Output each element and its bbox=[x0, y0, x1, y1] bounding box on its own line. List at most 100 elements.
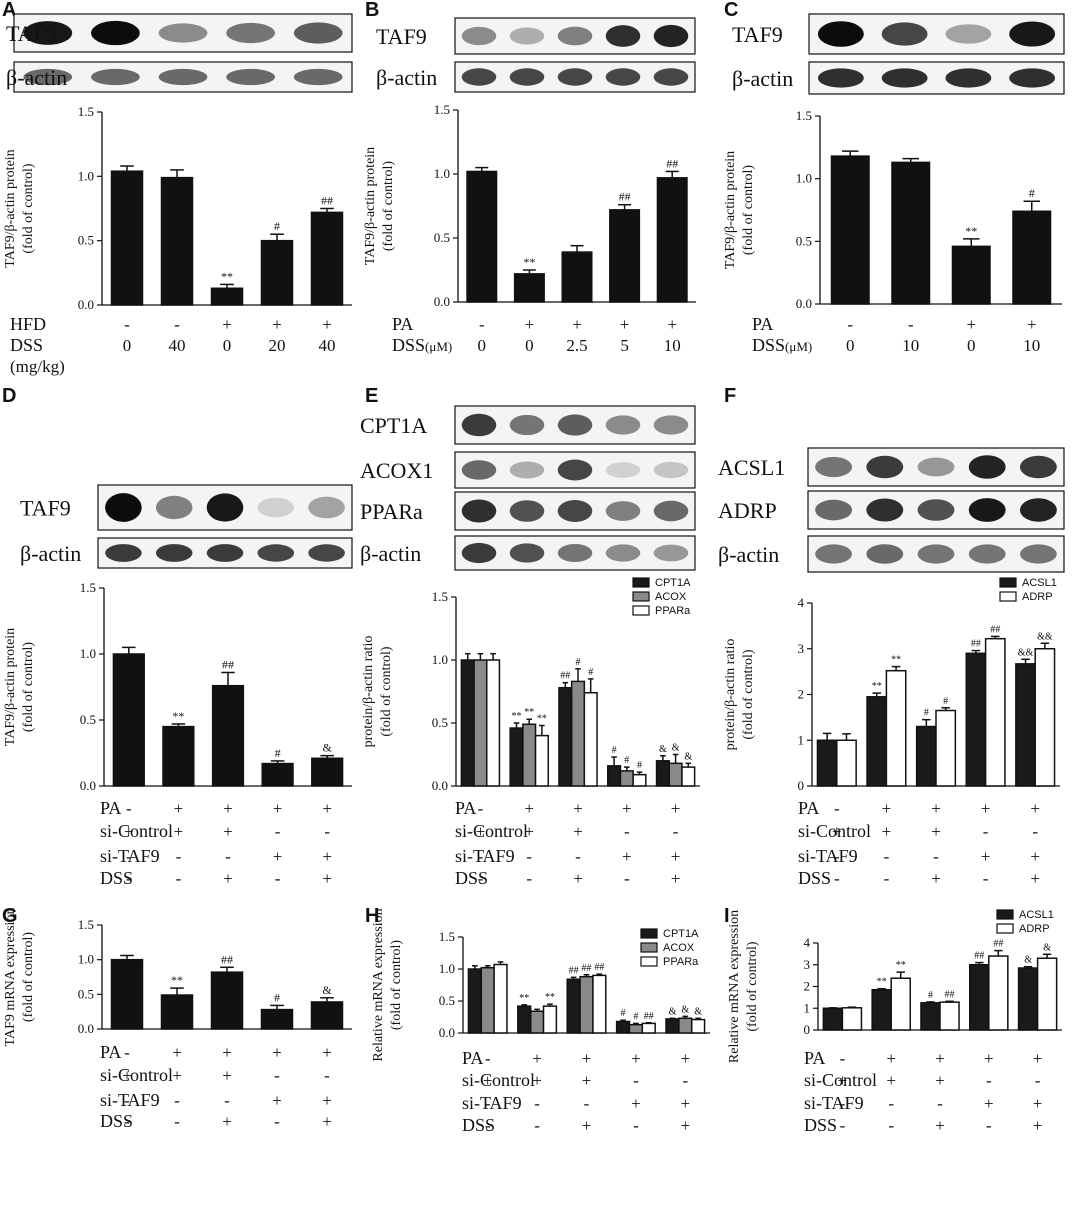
bar bbox=[891, 161, 931, 305]
significance-label: ## bbox=[594, 962, 604, 973]
bar bbox=[866, 696, 888, 787]
bar bbox=[160, 994, 194, 1030]
condition-value: - bbox=[275, 869, 281, 888]
bar bbox=[310, 1001, 344, 1030]
y-tick-label: 0.0 bbox=[78, 297, 94, 312]
bar bbox=[261, 762, 294, 787]
condition-value: 10 bbox=[1023, 336, 1040, 355]
bar bbox=[822, 1007, 844, 1031]
condition-value: + bbox=[886, 1049, 896, 1068]
condition-value: 40 bbox=[169, 336, 186, 355]
significance-label: & bbox=[669, 1006, 677, 1017]
blot-band bbox=[968, 498, 1006, 522]
blot-band bbox=[293, 68, 343, 86]
significance-label: ## bbox=[974, 951, 984, 962]
condition-value: + bbox=[671, 847, 681, 866]
condition-value: + bbox=[525, 315, 535, 334]
legend-swatch bbox=[996, 909, 1014, 920]
condition-value: + bbox=[532, 1049, 542, 1068]
significance-label: ** bbox=[221, 269, 233, 283]
condition-label: si-TAF9 bbox=[804, 1093, 864, 1113]
blot-band bbox=[815, 499, 853, 521]
condition-value: + bbox=[1033, 1049, 1043, 1068]
condition-value: + bbox=[322, 799, 332, 818]
bar bbox=[566, 978, 581, 1034]
blot-band bbox=[917, 544, 955, 564]
y-tick-label: 0.5 bbox=[796, 233, 812, 248]
condition-value: - bbox=[834, 869, 840, 888]
bar bbox=[615, 1020, 631, 1034]
y-tick-label: 4 bbox=[804, 935, 811, 950]
bar bbox=[529, 1010, 545, 1034]
bar bbox=[984, 637, 1006, 787]
bar bbox=[210, 971, 244, 1030]
condition-value: + bbox=[931, 822, 941, 841]
legend-label: ADRP bbox=[1019, 923, 1050, 935]
condition-label: si-TAF9 bbox=[455, 846, 515, 866]
bar bbox=[836, 739, 857, 787]
legend-label: ADRP bbox=[1022, 591, 1053, 603]
blot-band bbox=[1019, 498, 1057, 522]
bar bbox=[641, 1022, 656, 1034]
bar bbox=[619, 770, 634, 787]
condition-value: 0 bbox=[846, 336, 855, 355]
condition-label: DSS bbox=[798, 868, 831, 888]
blot-band bbox=[461, 460, 497, 480]
condition-unit-label: (mg/kg) bbox=[10, 357, 65, 376]
bar bbox=[509, 727, 524, 787]
y-axis-label: Relative mRNA expression bbox=[371, 908, 386, 1061]
condition-value: - bbox=[124, 315, 130, 334]
condition-label: si-TAF9 bbox=[100, 1090, 160, 1110]
significance-label: ## bbox=[569, 965, 579, 976]
condition-value: 5 bbox=[620, 336, 629, 355]
condition-value: + bbox=[222, 1043, 232, 1062]
condition-value: + bbox=[273, 847, 283, 866]
blot-band bbox=[653, 68, 689, 86]
blot-label: ACOX1 bbox=[360, 458, 433, 483]
condition-unit: (μM) bbox=[425, 339, 452, 354]
condition-value: + bbox=[886, 1071, 896, 1090]
bar bbox=[517, 1005, 532, 1034]
condition-value: + bbox=[1030, 799, 1040, 818]
y-axis-label: TAF9/β-actin protein bbox=[3, 149, 18, 267]
condition-value: - bbox=[1032, 822, 1038, 841]
y-tick-label: 1.0 bbox=[796, 171, 812, 186]
legend-label: ACOX bbox=[655, 591, 687, 603]
blot-label: TAF9 bbox=[6, 21, 57, 46]
condition-value: - bbox=[274, 1066, 280, 1085]
significance-label: # bbox=[633, 1011, 638, 1022]
significance-label: ** bbox=[537, 714, 547, 725]
condition-label: si-Control bbox=[100, 821, 173, 841]
significance-label: ** bbox=[896, 960, 906, 971]
condition-value: - bbox=[840, 1049, 846, 1068]
condition-value: + bbox=[622, 847, 632, 866]
bar bbox=[473, 659, 488, 787]
blot-label: β-actin bbox=[732, 66, 793, 91]
legend-swatch bbox=[632, 591, 650, 602]
condition-value: - bbox=[888, 1094, 894, 1113]
panel-letter-B: B bbox=[365, 0, 379, 21]
blot-label: CPT1A bbox=[360, 413, 427, 438]
y-axis-label: (fold of control) bbox=[741, 165, 756, 256]
significance-label: # bbox=[924, 708, 929, 719]
bar bbox=[915, 725, 937, 787]
blot-band bbox=[257, 497, 295, 518]
condition-value: - bbox=[534, 1116, 540, 1135]
bar bbox=[668, 762, 683, 787]
condition-label: PA bbox=[100, 1042, 121, 1062]
condition-label: PA bbox=[455, 798, 476, 818]
condition-value: 10 bbox=[664, 336, 681, 355]
bar bbox=[632, 773, 647, 787]
y-tick-label: 0.5 bbox=[439, 993, 455, 1008]
bar bbox=[965, 652, 987, 787]
significance-label: # bbox=[612, 745, 617, 756]
bar bbox=[951, 245, 991, 305]
condition-value: + bbox=[223, 799, 233, 818]
blot-band bbox=[605, 415, 641, 435]
condition-value: + bbox=[935, 1116, 945, 1135]
y-tick-label: 1.0 bbox=[434, 166, 450, 181]
condition-unit: (μM) bbox=[785, 339, 812, 354]
bar bbox=[935, 709, 957, 787]
blot-band bbox=[293, 22, 343, 44]
blot-band bbox=[105, 493, 142, 522]
